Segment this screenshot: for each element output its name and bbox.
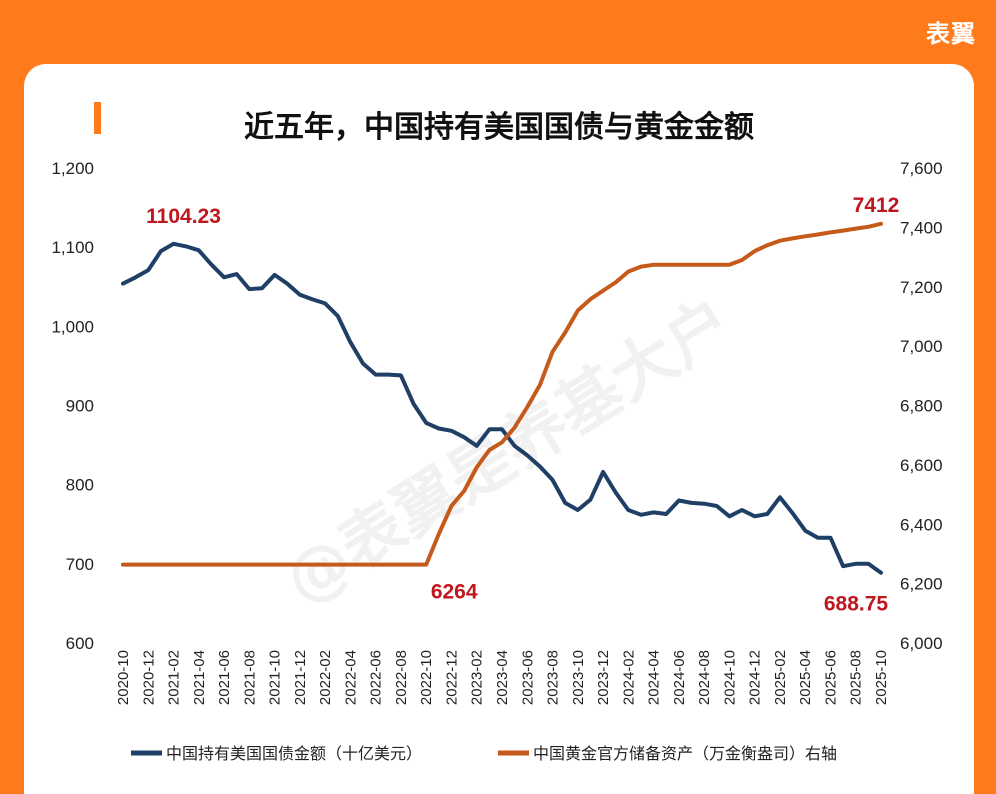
x-tick-label: 2025-06 (822, 650, 839, 705)
x-tick-label: 2025-08 (848, 650, 865, 705)
y-left-tick-label: 800 (66, 476, 94, 495)
x-tick-label: 2025-04 (797, 650, 814, 705)
x-axis: 2020-10 2020-12 2021-02 2021-04 2021-06 2021-… (115, 650, 890, 705)
gold-end-label: 7412 (853, 194, 900, 217)
x-tick-label: 2021-08 (241, 650, 258, 705)
brand-logo: 表翼 (926, 20, 976, 48)
y-right-tick-label: 6,600 (900, 456, 943, 475)
x-tick-label: 2020-10 (115, 650, 132, 705)
y-right-tick-label: 6,200 (900, 575, 943, 594)
x-tick-label: 2024-04 (646, 650, 663, 705)
x-tick-label: 2024-06 (671, 650, 688, 705)
gold-start-label: 6264 (431, 581, 478, 604)
treasury-series-line (121, 241, 883, 575)
x-tick-label: 2023-06 (519, 650, 536, 705)
x-tick-label: 2023-12 (595, 650, 612, 705)
x-tick-label: 2023-02 (469, 650, 486, 705)
peak-value-label: 1104.23 (146, 205, 221, 228)
legend: 中国持有美国国债金额（十亿美元） 中国黄金官方储备资产（万金衡盎司）右轴 (131, 744, 837, 763)
y-right-tick-label: 6,800 (900, 397, 943, 416)
legend-label-gold: 中国黄金官方储备资产（万金衡盎司）右轴 (533, 744, 837, 763)
y-left-tick-label: 1,200 (51, 159, 94, 178)
watermark: @表翼是养基大户 (272, 285, 745, 619)
y-left-tick-label: 600 (66, 634, 94, 653)
x-tick-label: 2025-02 (772, 650, 789, 705)
y-left-tick-label: 1,100 (51, 238, 94, 257)
x-tick-label: 2021-10 (267, 650, 284, 705)
x-tick-label: 2023-08 (545, 650, 562, 705)
x-tick-label: 2021-06 (216, 650, 233, 705)
y-left-tick-label: 900 (66, 397, 94, 416)
annotations: 1104.23 6264 7412 688.75 (146, 194, 899, 616)
y-axis-left: 600 700 800 900 1,000 1,100 1,200 (51, 159, 94, 653)
y-right-tick-label: 7,400 (900, 218, 943, 237)
x-tick-label: 2022-08 (393, 650, 410, 705)
x-tick-label: 2022-10 (418, 650, 435, 705)
x-tick-label: 2024-10 (721, 650, 738, 705)
accent-bar (94, 102, 101, 134)
x-tick-label: 2024-08 (696, 650, 713, 705)
x-tick-label: 2024-02 (620, 650, 637, 705)
y-right-tick-label: 7,000 (900, 337, 943, 356)
y-right-tick-label: 7,600 (900, 159, 943, 178)
plot-area (121, 221, 883, 575)
y-right-tick-label: 6,400 (900, 515, 943, 534)
chart-title: 近五年，中国持有美国国债与黄金金额 (244, 110, 754, 145)
x-tick-label: 2023-10 (570, 650, 587, 705)
x-tick-label: 2022-12 (443, 650, 460, 705)
x-tick-label: 2022-04 (342, 650, 359, 705)
x-tick-label: 2024-12 (747, 650, 764, 705)
gold-series-line (121, 221, 883, 567)
x-tick-label: 2022-02 (317, 650, 334, 705)
x-tick-label: 2021-12 (292, 650, 309, 705)
x-tick-label: 2025-10 (873, 650, 890, 705)
y-axis-right: 6,000 6,200 6,400 6,600 6,800 7,000 7,200 7,400… (900, 159, 943, 653)
y-right-tick-label: 6,000 (900, 634, 943, 653)
x-tick-label: 2022-06 (368, 650, 385, 705)
x-tick-label: 2020-12 (140, 650, 157, 705)
x-tick-label: 2023-04 (494, 650, 511, 705)
legend-label-treasury: 中国持有美国国债金额（十亿美元） (166, 744, 422, 763)
x-tick-label: 2021-02 (166, 650, 183, 705)
y-left-tick-label: 1,000 (51, 317, 94, 336)
bond-end-label: 688.75 (824, 593, 889, 616)
y-right-tick-label: 7,200 (900, 278, 943, 297)
y-left-tick-label: 700 (66, 555, 94, 574)
x-tick-label: 2021-04 (191, 650, 208, 705)
